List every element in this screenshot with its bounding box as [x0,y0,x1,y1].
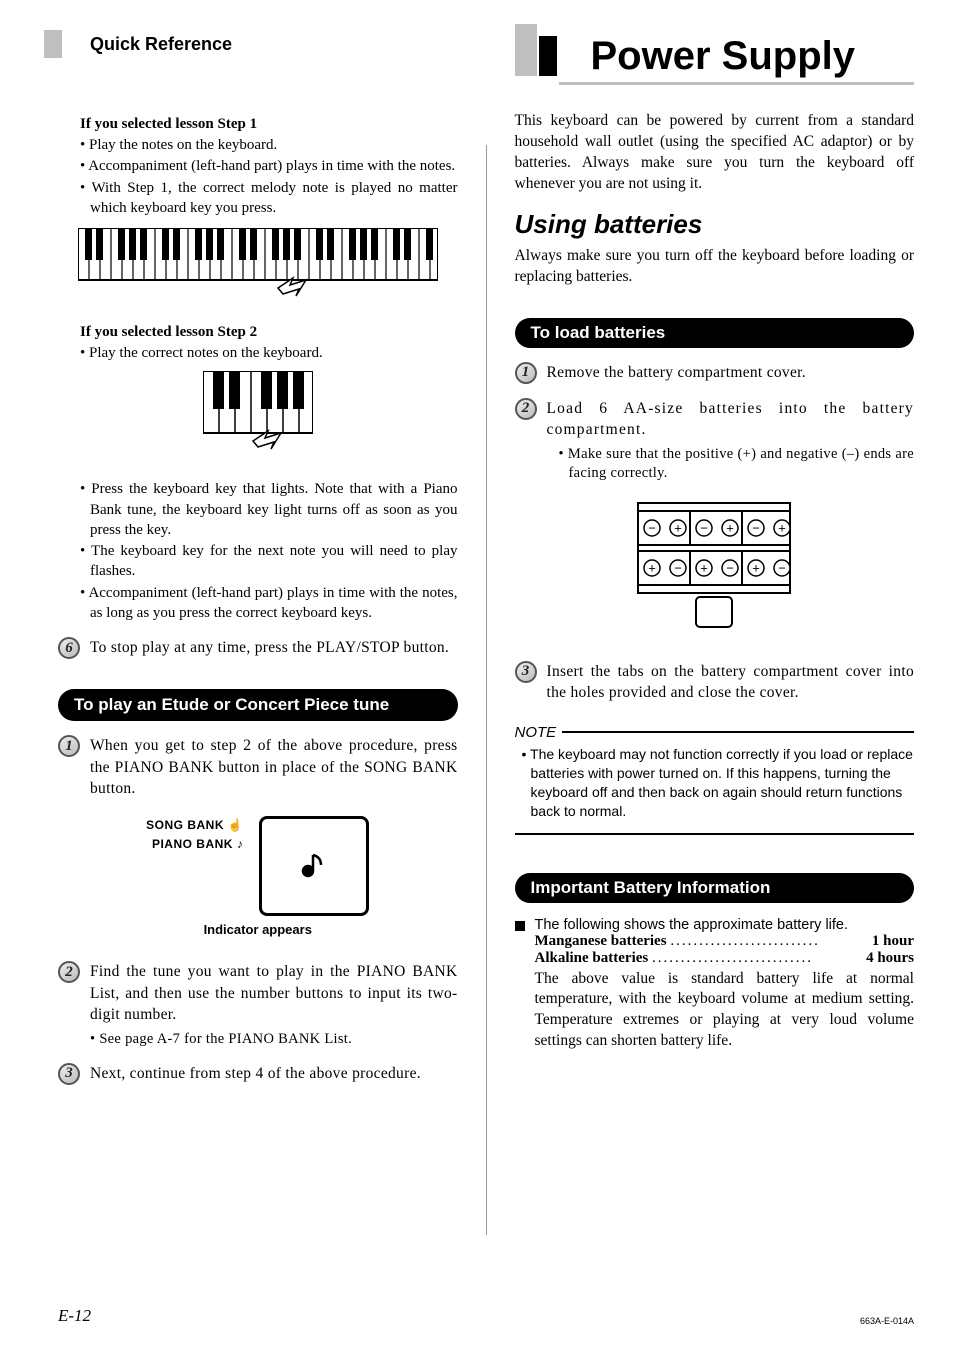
step-number-icon: 2 [515,398,537,420]
page-number: E-12 [58,1306,91,1326]
svg-text:+: + [648,560,656,575]
finger-icon: ☝ [228,818,243,832]
etude-step-2: 2 Find the tune you want to play in the … [58,961,458,1049]
song-bank-diagram: SONG BANK ☝ PIANO BANK ♪ [58,816,458,916]
battery-compartment-icon: − + − + − + + − + − + − [634,497,794,637]
svg-text:+: + [700,560,708,575]
load-step-2-text: Load 6 AA-size batteries into the batter… [547,398,915,441]
battery-row-value: 4 hours [866,950,914,967]
battery-info-block: The following shows the approximate batt… [515,917,915,1053]
section-label: Quick Reference [64,34,232,55]
pill-etude: To play an Etude or Concert Piece tune [58,689,458,721]
using-batteries-body: Always make sure you turn off the keyboa… [515,246,915,288]
step2-bullet: Press the keyboard key that lights. Note… [80,479,458,540]
step1-heading: If you selected lesson Step 1 [80,116,458,133]
note-heading: NOTE [515,724,915,741]
etude-step-2-text: Find the tune you want to play in the PI… [90,961,458,1026]
step-6: 6 To stop play at any time, press the PL… [58,637,458,659]
section-header-power-supply: Power Supply [515,24,915,85]
battery-info-tail: The above value is standard battery life… [535,969,915,1053]
header-rule [559,82,915,85]
song-bank-labels: SONG BANK ☝ PIANO BANK ♪ [146,816,243,916]
step2-bullet: The keyboard key for the next note you w… [80,541,458,582]
load-step-3: 3 Insert the tabs on the battery compart… [515,661,915,704]
page-footer: E-12 663A-E-014A [58,1306,914,1326]
step1-bullet: Play the notes on the keyboard. [80,135,458,155]
note-bottom-rule [515,833,915,835]
right-column: Power Supply This keyboard can be powere… [515,30,915,1235]
load-step-3-text: Insert the tabs on the battery compartme… [547,661,915,704]
load-step-1-text: Remove the battery compartment cover. [547,362,915,384]
header-gray-block-icon [515,24,537,76]
svg-text:+: + [674,520,682,535]
indicator-caption: Indicator appears [58,922,458,937]
etude-step-1-text: When you get to step 2 of the above proc… [90,735,458,800]
load-step-1: 1 Remove the battery compartment cover. [515,362,915,384]
svg-text:−: − [648,520,656,535]
pill-battery-info: Important Battery Information [515,873,915,903]
etude-step-3-text: Next, continue from step 4 of the above … [90,1063,458,1085]
header-black-block-icon [539,36,557,76]
piano-keyboard-small-icon [203,371,313,461]
step-number-icon: 2 [58,961,80,983]
step2-bullet: Accompaniment (left-hand part) plays in … [80,583,458,624]
note-rule-icon [562,731,914,733]
step1-bullet: Accompaniment (left-hand part) plays in … [80,156,458,176]
svg-text:+: + [778,520,786,535]
load-step-2: 2 Load 6 AA-size batteries into the batt… [515,398,915,483]
note-body: The keyboard may not function correctly … [515,741,915,829]
battery-row-value: 1 hour [872,933,914,950]
piano-keyboard-large-icon [78,228,438,306]
svg-text:+: + [752,560,760,575]
step-number-icon: 1 [515,362,537,384]
load-step-2-sub: Make sure that the positive (+) and nega… [559,445,915,483]
step-number-icon: 6 [58,637,80,659]
etude-step-1: 1 When you get to step 2 of the above pr… [58,735,458,800]
battery-info-intro: The following shows the approximate batt… [535,917,915,933]
column-divider [486,145,487,1235]
step-number-icon: 3 [58,1063,80,1085]
tab-bar-icon [44,30,62,58]
step2-bullet: Play the correct notes on the keyboard. [80,343,458,363]
using-batteries-heading: Using batteries [515,209,915,240]
svg-text:+: + [726,520,734,535]
svg-text:−: − [700,520,708,535]
section-tab-quick-reference: Quick Reference [44,30,458,58]
songbank-label: SONG BANK [146,818,224,832]
step1-bullets: Play the notes on the keyboard. Accompan… [80,135,458,218]
note-label: NOTE [515,724,557,741]
svg-text:−: − [674,560,682,575]
step1-bullet: With Step 1, the correct melody note is … [80,178,458,219]
square-bullet-icon [515,921,525,931]
step-number-icon: 3 [515,661,537,683]
battery-row-label: Manganese batteries [535,933,667,950]
step-6-text: To stop play at any time, press the PLAY… [90,637,458,659]
pill-load-batteries: To load batteries [515,318,915,348]
svg-text:−: − [752,520,760,535]
battery-row-label: Alkaline batteries [535,950,649,967]
svg-text:−: − [726,560,734,575]
note-icon: ♪ [237,837,244,851]
display-box-icon [259,816,369,916]
etude-step-3: 3 Next, continue from step 4 of the abov… [58,1063,458,1085]
step2-bullets-bot: Press the keyboard key that lights. Note… [80,479,458,623]
power-supply-intro: This keyboard can be powered by current … [515,111,915,195]
step2-heading: If you selected lesson Step 2 [80,324,458,341]
power-supply-title: Power Supply [591,34,856,79]
doc-code: 663A-E-014A [860,1316,914,1326]
pianobank-label: PIANO BANK [152,837,233,851]
step2-bullets-top: Play the correct notes on the keyboard. [80,343,458,363]
step-number-icon: 1 [58,735,80,757]
left-column: Quick Reference If you selected lesson S… [58,30,458,1235]
etude-step-2-sub: See page A-7 for the PIANO BANK List. [90,1030,458,1049]
svg-text:−: − [778,560,786,575]
